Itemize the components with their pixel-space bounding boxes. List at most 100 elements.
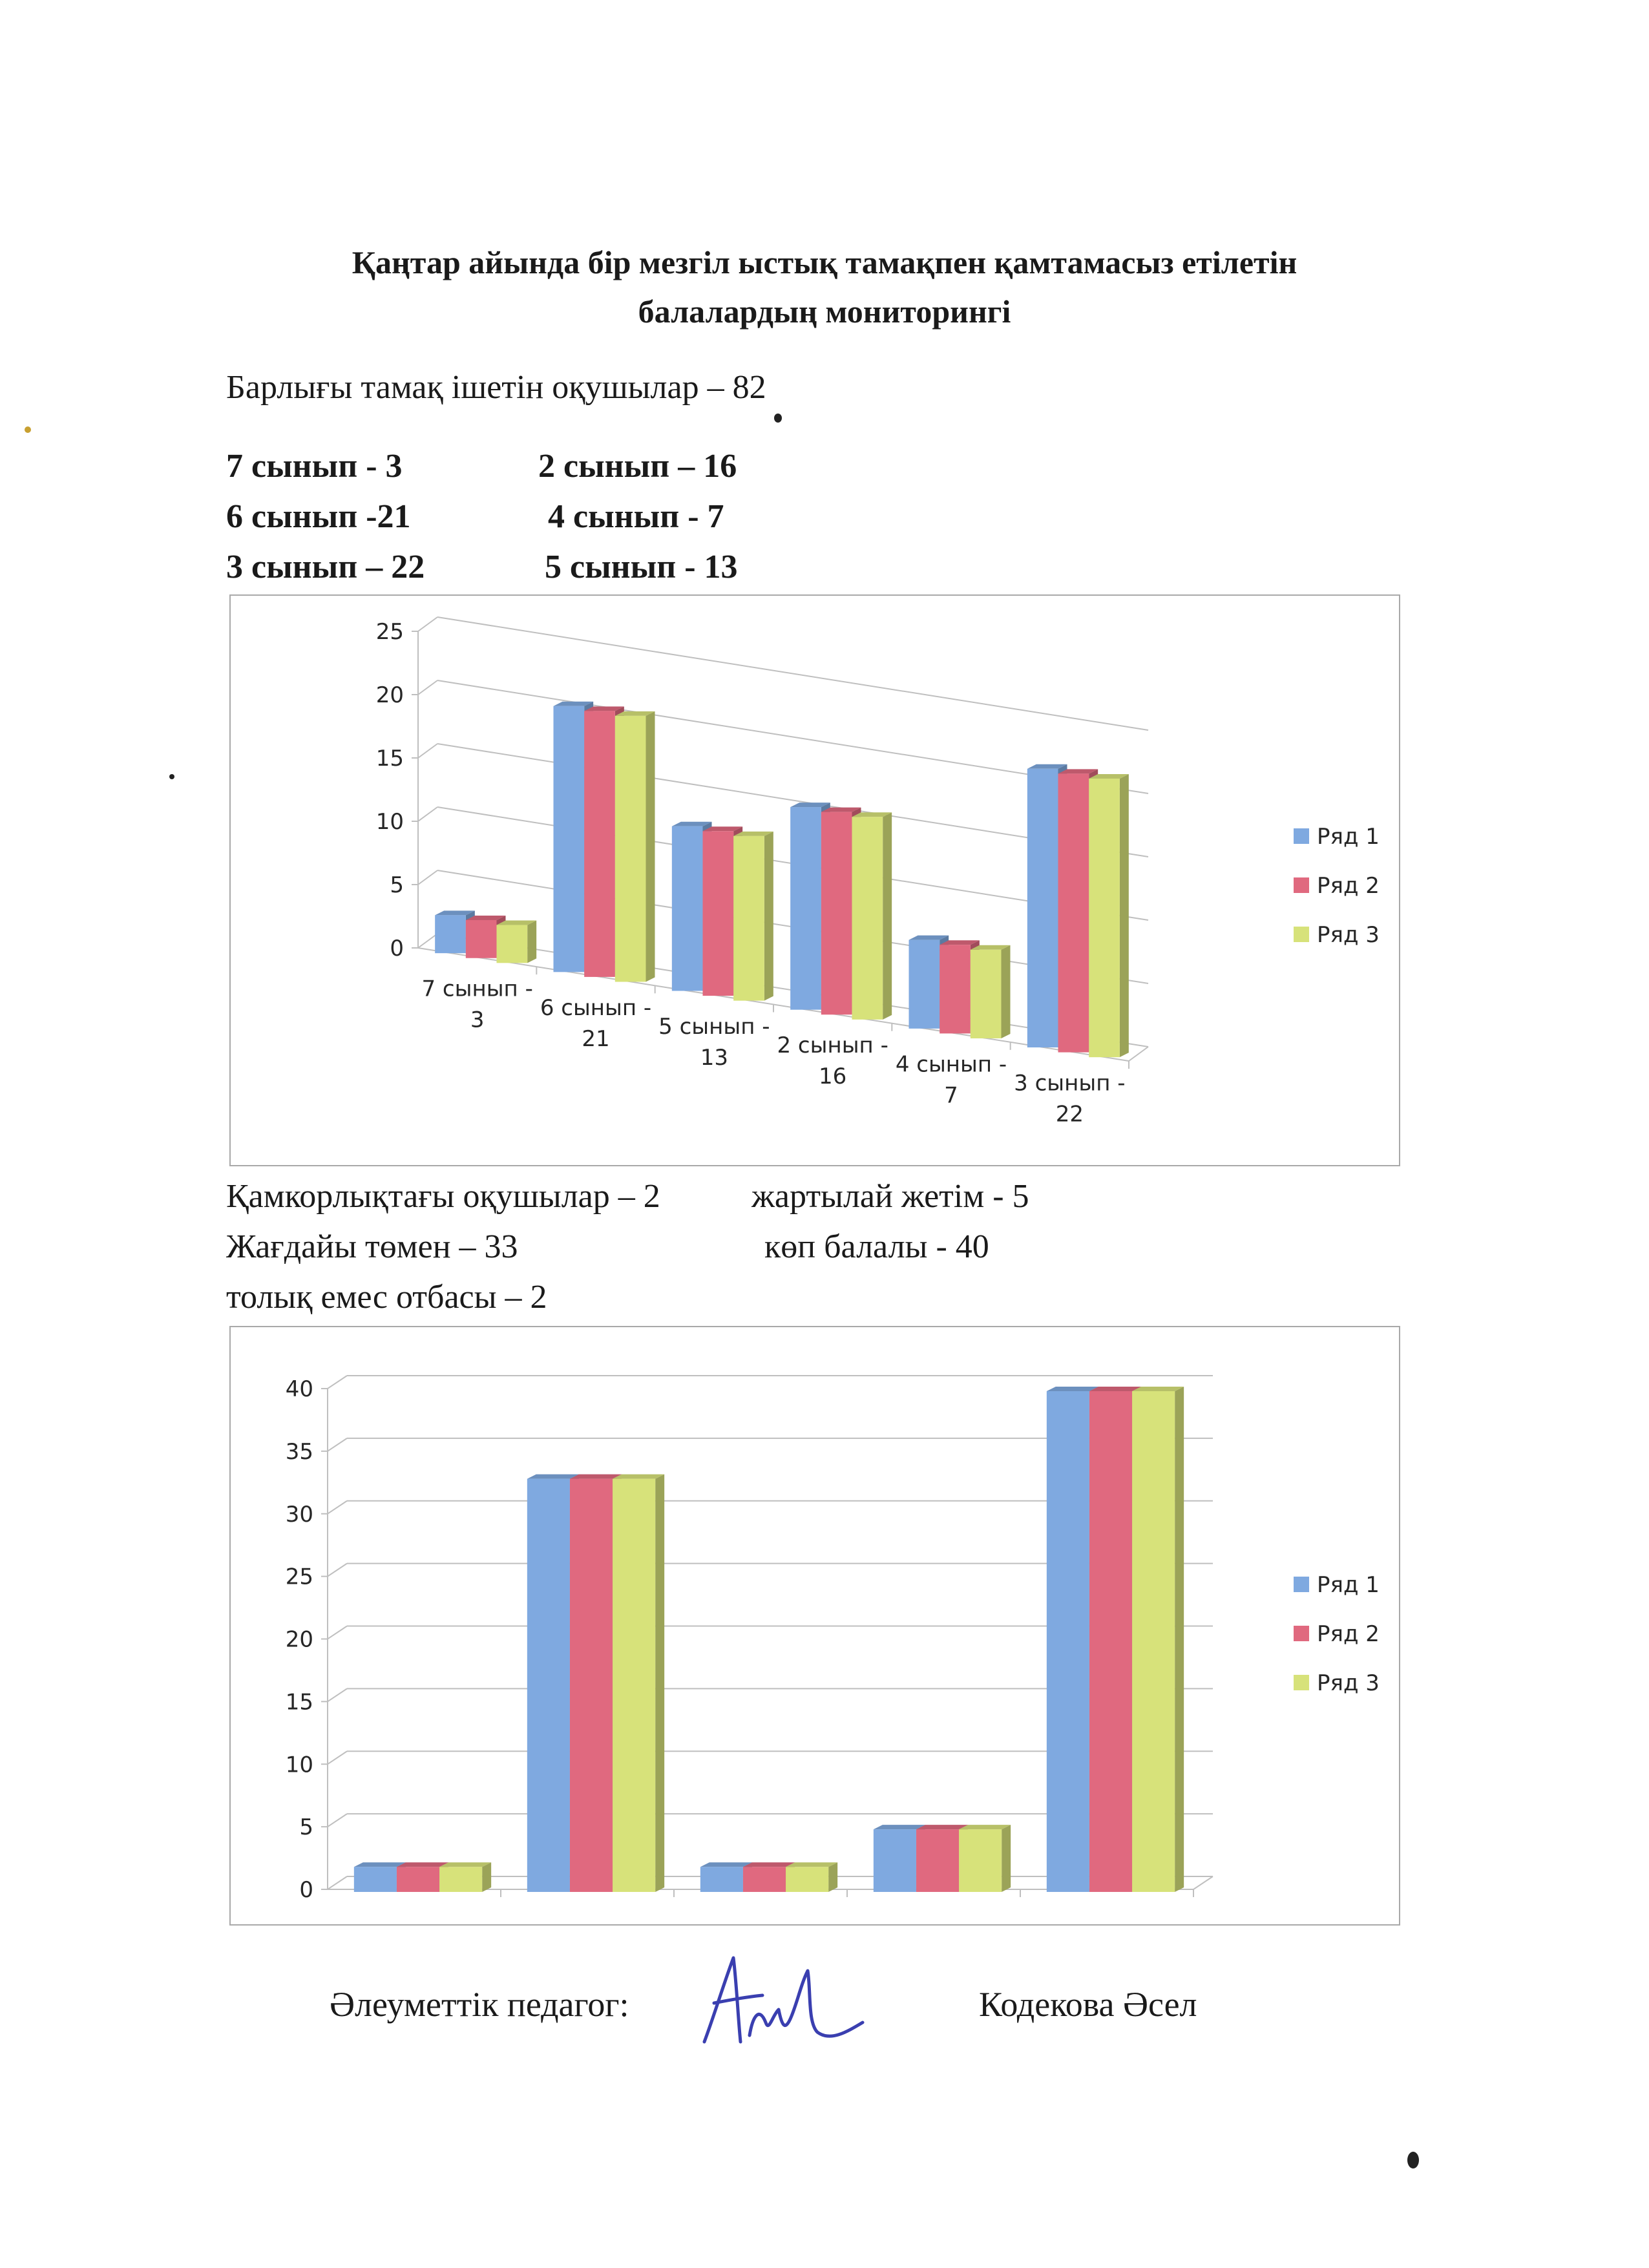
bar-side bbox=[527, 920, 537, 963]
bar bbox=[873, 1829, 916, 1892]
x-tick-label: 22 bbox=[1056, 1101, 1084, 1127]
bar-top bbox=[1089, 1387, 1142, 1391]
y-tick-label: 0 bbox=[390, 936, 404, 961]
bar-top bbox=[959, 1825, 1011, 1830]
bar bbox=[852, 817, 883, 1020]
bar bbox=[700, 1867, 743, 1892]
y-tick-label: 25 bbox=[376, 619, 404, 645]
bar-side bbox=[883, 812, 892, 1020]
side-gridline bbox=[327, 1876, 348, 1890]
bar-top bbox=[527, 1474, 579, 1479]
bar-top bbox=[702, 826, 743, 832]
class-item: 4 сынып - 7 bbox=[548, 498, 724, 535]
side-gridline bbox=[327, 1750, 348, 1765]
x-tick-label: 16 bbox=[819, 1064, 846, 1089]
title-line-1: Қаңтар айында бір мезгіл ыстық тамақпен … bbox=[352, 244, 1297, 280]
side-gridline bbox=[327, 1625, 348, 1640]
bar-top bbox=[553, 701, 594, 706]
bar-top bbox=[353, 1862, 406, 1867]
bar-top bbox=[873, 1825, 925, 1830]
bar-top bbox=[439, 1862, 492, 1867]
legend-label: Ряд 3 bbox=[1317, 1670, 1380, 1696]
bar-top bbox=[614, 711, 655, 716]
legend-label: Ряд 3 bbox=[1317, 922, 1380, 948]
bar bbox=[569, 1478, 613, 1892]
y-tick-label: 10 bbox=[376, 809, 404, 835]
bar-top bbox=[916, 1825, 969, 1830]
bar bbox=[396, 1867, 440, 1892]
y-tick-label: 5 bbox=[299, 1814, 313, 1840]
signature-name: Кодекова Әсел bbox=[979, 1985, 1197, 2024]
x-tick-label: 6 сынып - bbox=[540, 995, 651, 1021]
x-tick-label: 13 bbox=[700, 1045, 728, 1071]
y-tick-label: 15 bbox=[376, 746, 404, 772]
bar-side bbox=[1175, 1387, 1184, 1892]
y-tick-label: 0 bbox=[299, 1877, 313, 1903]
x-tick-label: 7 сынып - bbox=[421, 976, 532, 1002]
bar bbox=[1089, 1391, 1133, 1892]
page-title: Қаңтар айында бір мезгіл ыстық тамақпен … bbox=[0, 238, 1649, 336]
bar-top bbox=[742, 1862, 795, 1867]
bar-top bbox=[569, 1474, 622, 1479]
bar bbox=[940, 945, 971, 1034]
scan-speck bbox=[169, 774, 174, 779]
bar-top bbox=[786, 1862, 838, 1867]
total-students-line: Барлығы тамақ ішетін оқушылар – 82 bbox=[226, 369, 766, 406]
bar bbox=[1058, 773, 1089, 1053]
class-item: 7 сынып - 3 bbox=[226, 448, 403, 485]
y-tick-label: 35 bbox=[286, 1439, 313, 1465]
category-item: Қамкорлықтағы оқушылар – 2 bbox=[226, 1178, 660, 1215]
x-tick-label: 3 bbox=[470, 1007, 485, 1033]
legend-swatch bbox=[1294, 1626, 1309, 1641]
bar bbox=[821, 812, 852, 1015]
y-tick-label: 10 bbox=[286, 1752, 313, 1778]
bar-top bbox=[1089, 773, 1129, 779]
y-tick-label: 25 bbox=[286, 1564, 313, 1590]
category-item: Жағдайы төмен – 33 bbox=[226, 1228, 518, 1265]
bar bbox=[733, 835, 764, 1001]
bar-top bbox=[584, 706, 624, 711]
y-tick-label: 40 bbox=[286, 1376, 313, 1402]
bar-top bbox=[940, 940, 980, 945]
legend-label: Ряд 1 bbox=[1317, 1572, 1380, 1598]
bar bbox=[916, 1829, 960, 1892]
bar-side bbox=[646, 711, 655, 982]
bar-top bbox=[1058, 769, 1098, 774]
bar bbox=[1089, 778, 1120, 1058]
bar bbox=[742, 1867, 786, 1892]
bar-side bbox=[764, 831, 773, 1001]
bar-top bbox=[1027, 764, 1067, 769]
bar-top bbox=[700, 1862, 752, 1867]
bar bbox=[584, 711, 615, 977]
class-item: 2 сынып – 16 bbox=[538, 448, 737, 485]
bar bbox=[702, 831, 734, 996]
x-tick-label: 7 bbox=[944, 1082, 958, 1108]
chart-by-class: 0 5 10 15 20 25 7 сынып - 3 6 сынып - 21 5 сынып -… bbox=[229, 594, 1400, 1166]
bar-top bbox=[496, 920, 537, 925]
class-item: 3 сынып – 22 bbox=[226, 549, 425, 585]
bar bbox=[786, 1867, 829, 1892]
chart-by-class-svg: 0 5 10 15 20 25 7 сынып - 3 6 сынып - 21 5 сынып -… bbox=[376, 616, 1380, 1127]
bar bbox=[790, 807, 821, 1010]
side-gridline bbox=[417, 806, 438, 822]
bar-top bbox=[821, 807, 861, 812]
bar-top bbox=[435, 910, 475, 916]
bar bbox=[527, 1478, 570, 1892]
side-gridline bbox=[327, 1562, 348, 1577]
bar bbox=[614, 715, 646, 982]
bar bbox=[465, 919, 497, 958]
signature-role: Әлеуметтік педагог: bbox=[330, 1985, 629, 2024]
bar-top bbox=[465, 915, 506, 920]
bar-top bbox=[970, 945, 1011, 950]
side-gridline bbox=[417, 933, 438, 949]
title-line-2: балалардың мониторингі bbox=[638, 293, 1011, 330]
bar-top bbox=[790, 803, 830, 808]
legend-swatch bbox=[1294, 877, 1309, 893]
legend-swatch bbox=[1294, 1675, 1309, 1690]
bar-top bbox=[1132, 1387, 1184, 1391]
bar-top bbox=[733, 831, 773, 836]
x-tick-label: 2 сынып - bbox=[777, 1033, 888, 1058]
legend-label: Ряд 2 bbox=[1317, 1621, 1380, 1647]
bar bbox=[496, 925, 528, 963]
bar-side bbox=[1002, 1825, 1011, 1892]
